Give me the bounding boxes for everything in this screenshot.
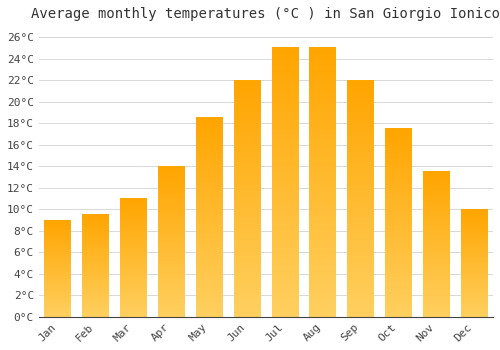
Title: Average monthly temperatures (°C ) in San Giorgio Ionico: Average monthly temperatures (°C ) in Sa… [32, 7, 500, 21]
